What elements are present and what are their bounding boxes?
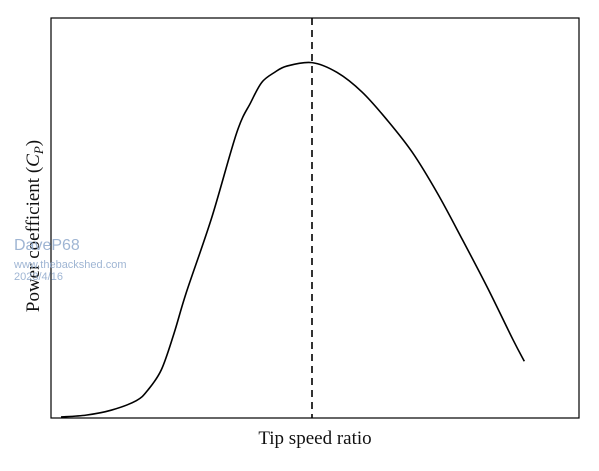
y-axis-label: Power coefficient (CP)	[23, 140, 46, 312]
x-axis-label: Tip speed ratio	[258, 428, 371, 449]
y-axis-label-symbol: C	[23, 154, 44, 167]
y-axis-label-text: Power coefficient (	[23, 167, 44, 312]
watermark-site: www.thebackshed.com	[13, 259, 127, 271]
watermark-name: DaveP68	[14, 237, 80, 254]
y-axis-label-subscript: P	[31, 146, 46, 155]
watermark-date: 2023/4/16	[14, 271, 63, 283]
y-axis-label-close: )	[23, 140, 44, 146]
series-line-power-coefficient	[60, 61, 526, 418]
plot-frame	[50, 17, 580, 419]
